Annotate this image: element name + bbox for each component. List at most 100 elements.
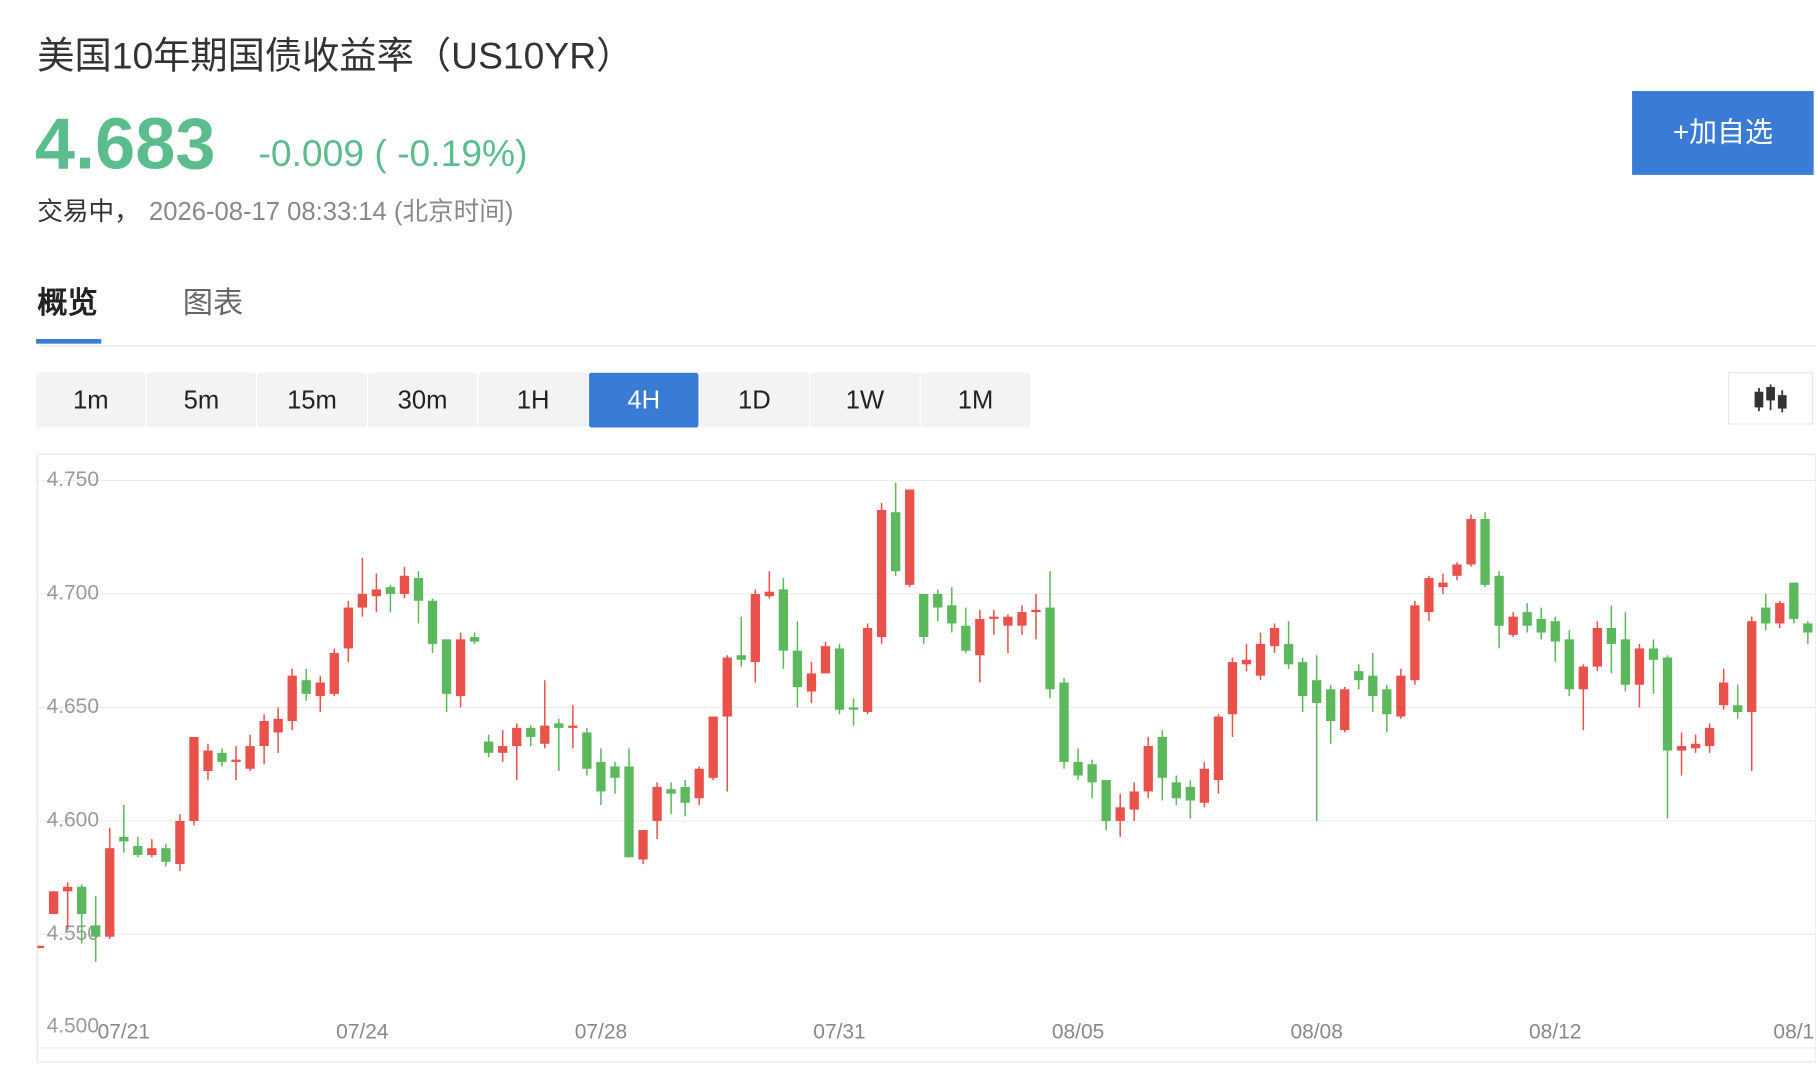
candle-body: [1045, 607, 1055, 690]
interval-label[interactable]: 1D: [738, 387, 771, 415]
candle-body: [1031, 609, 1041, 613]
candle-body: [217, 752, 227, 762]
y-tick-label: 4.650: [47, 695, 99, 718]
candle-body: [1269, 628, 1280, 647]
candle-body: [203, 750, 213, 772]
interval-button[interactable]: [146, 372, 257, 428]
title: 美国10年期国债收益率（US10YR）: [37, 34, 633, 76]
candle-body: [1775, 603, 1785, 624]
candle-body: [568, 725, 578, 728]
candle-body: [427, 600, 438, 644]
candle-body: [638, 830, 648, 860]
candle-body: [189, 736, 199, 821]
candle-body: [1312, 680, 1322, 703]
candle-body: [1466, 519, 1476, 565]
candle-body: [1620, 639, 1631, 685]
tab[interactable]: 概览: [37, 286, 98, 320]
candle-body: [1747, 621, 1757, 712]
candle-body: [708, 716, 718, 778]
candle-body: [1017, 612, 1027, 626]
candle-body: [1213, 716, 1224, 781]
interval-label[interactable]: 30m: [398, 387, 448, 415]
candle-body: [119, 836, 129, 842]
candle-body: [441, 639, 452, 694]
candle-body: [554, 723, 564, 728]
candle-body: [1662, 657, 1673, 751]
candle-body: [961, 625, 971, 651]
interval-label[interactable]: 5m: [184, 387, 220, 415]
interval-label[interactable]: 15m: [287, 387, 337, 415]
candle-body: [343, 607, 353, 649]
chart: 4.500 4.550 4.600 4.650 4.700 4.750 07/21 07/24…: [37, 468, 1816, 1049]
candle-body: [778, 589, 789, 651]
candle-body: [1396, 675, 1406, 717]
candle-body: [399, 575, 410, 594]
interval-button[interactable]: [367, 372, 478, 428]
candle-body: [62, 886, 73, 892]
interval-bar: 1m 5m 15m 30m 1H 4H 1D 1W 1M: [36, 372, 1031, 428]
interval-label[interactable]: 1H: [517, 387, 550, 415]
candle-body: [582, 732, 592, 769]
candle-body: [834, 648, 845, 710]
candle-body: [750, 593, 760, 663]
x-tick-label: 07/28: [575, 1020, 627, 1043]
interval-button[interactable]: [699, 372, 810, 428]
tabs: 概览 图表: [36, 286, 244, 344]
candle-body: [1761, 607, 1771, 624]
interval-button[interactable]: [920, 372, 1031, 428]
candle-body: [792, 650, 803, 688]
candle-body: [540, 725, 550, 744]
tab[interactable]: 图表: [183, 286, 244, 320]
candle-body: [1690, 743, 1701, 749]
candle-body: [1522, 612, 1532, 626]
candle-body: [1704, 727, 1715, 747]
candle-body: [1157, 736, 1167, 778]
candle-body: [48, 891, 59, 915]
candle-body: [1171, 782, 1181, 799]
interval-button[interactable]: [257, 372, 367, 428]
interval-label[interactable]: 1W: [846, 387, 885, 415]
chart-type-icon: [1754, 384, 1787, 413]
y-tick-label: 4.600: [47, 808, 99, 831]
candle-body: [1073, 761, 1083, 776]
interval-label[interactable]: 1M: [958, 387, 994, 415]
interval-button[interactable]: [810, 372, 920, 428]
candle-body: [1508, 616, 1518, 635]
candle-body: [1438, 582, 1448, 588]
interval-label[interactable]: 4H: [627, 387, 660, 415]
candle-body: [329, 652, 339, 694]
interval-button[interactable]: [478, 372, 588, 428]
candle-body: [371, 589, 382, 597]
candle-body: [1340, 689, 1350, 731]
y-tick-label: 4.500: [47, 1015, 99, 1038]
candle-body: [175, 820, 185, 865]
candle-body: [245, 746, 255, 769]
candle-body: [1199, 768, 1210, 803]
candle-body: [413, 578, 424, 601]
candle-body: [1452, 564, 1462, 576]
candle-body: [1592, 628, 1602, 667]
candle-body: [1227, 662, 1238, 715]
x-tick-label: 08/12: [1529, 1020, 1581, 1043]
candle-body: [862, 628, 873, 712]
watchlist-button[interactable]: [1632, 91, 1814, 175]
candle-body: [1803, 623, 1813, 633]
interval-label[interactable]: 1m: [73, 387, 109, 415]
candle-body: [1129, 791, 1139, 810]
candle-body: [455, 639, 466, 697]
candles: [37, 482, 1813, 962]
candle-body: [596, 761, 606, 792]
interval-button[interactable]: [36, 372, 146, 428]
candle-body: [1676, 746, 1687, 751]
tab-underline: [36, 339, 102, 344]
candle-body: [876, 509, 887, 638]
x-tick-label: 08/08: [1290, 1020, 1342, 1043]
watchlist-button-label[interactable]: +加自选: [1673, 117, 1773, 148]
candle-body: [1382, 689, 1392, 715]
price-change: -0.009 ( -0.19%): [258, 132, 527, 174]
candle-body: [385, 587, 396, 594]
candle-body: [1789, 582, 1799, 619]
interval-button[interactable]: [589, 372, 699, 428]
candle-body: [933, 593, 943, 608]
